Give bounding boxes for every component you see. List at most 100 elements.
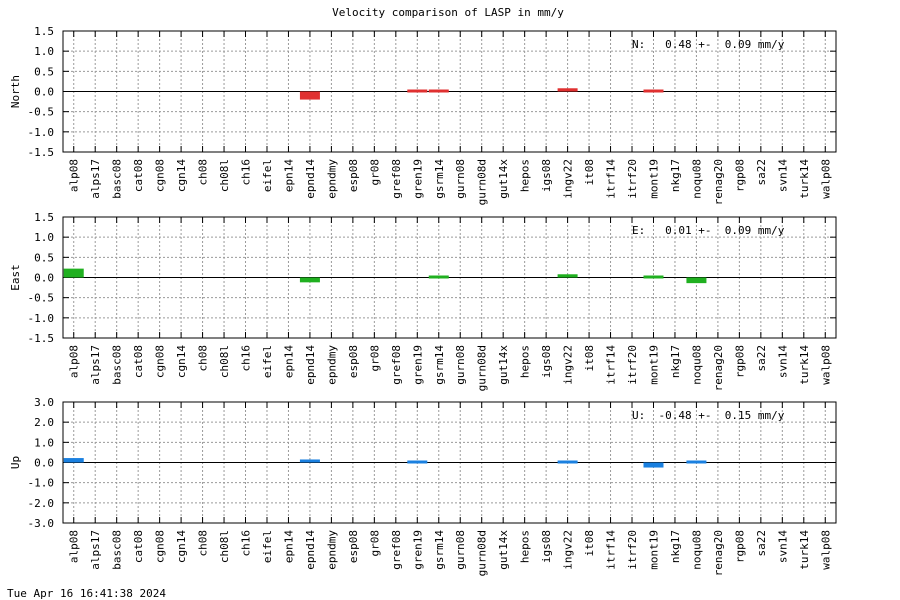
y-tick-label: 0.0 [34,272,54,285]
x-tick-label: alp08 [68,530,81,563]
x-tick-label: svn14 [776,345,789,378]
chart-title: Velocity comparison of LASP in mm/y [332,6,564,19]
x-tick-label: rgp08 [733,345,746,378]
summary-label: E: 0.01 +- 0.09 mm/y [632,224,785,237]
bar-up-gren19 [407,460,428,464]
x-tick-label: gref08 [390,530,403,570]
x-tick-label: basc08 [111,345,124,385]
bar-up-ingv22 [557,460,578,464]
bar-east-epnd14 [299,277,320,283]
x-tick-label: basc08 [111,159,124,199]
x-tick-label: itrf14 [605,345,618,385]
x-tick-label: epndmy [325,530,338,570]
x-tick-label: cgn08 [154,159,167,192]
x-tick-label: gr08 [368,530,381,557]
x-tick-label: mont19 [647,159,660,199]
x-tick-label: it08 [583,530,596,557]
x-tick-label: eifel [261,159,274,192]
x-tick-label: svn14 [776,530,789,563]
x-tick-label: cgn08 [154,530,167,563]
x-tick-label: renag20 [712,530,725,576]
x-tick-label: hepos [519,159,532,192]
x-tick-label: igs08 [540,159,553,192]
x-tick-label: nkg17 [669,345,682,378]
x-tick-label: esp08 [347,159,360,192]
y-axis-label: North [9,75,22,108]
x-tick-label: epn14 [282,345,295,378]
y-tick-label: 1.5 [34,211,54,224]
y-tick-label: -1.5 [28,332,55,345]
bar-north-epnd14 [299,91,320,100]
x-tick-label: rgp08 [733,159,746,192]
plot-frame [62,216,837,339]
x-tick-label: ch16 [240,530,253,557]
y-tick-label: 1.0 [34,231,54,244]
bar-north-mont19 [643,89,664,93]
x-tick-label: eifel [261,345,274,378]
x-tick-label: noqu08 [690,530,703,570]
x-tick-label: igs08 [540,345,553,378]
x-tick-label: ingv22 [562,345,575,385]
y-tick-label: 0.0 [34,86,54,99]
x-tick-label: itrf14 [605,159,618,199]
x-tick-label: cat08 [132,159,145,192]
x-tick-label: gren19 [411,159,424,199]
x-tick-label: alps17 [89,345,102,385]
x-tick-label: epnd14 [304,159,317,199]
panel-east: 1.5 1.0 0.5 0.0 -0.5 -1.0 -1.5 alp08 alps17 basc0… [9,211,837,391]
x-tick-label: gut14x [497,159,510,199]
y-tick-label: 0.5 [34,251,54,264]
x-tick-label: cat08 [132,345,145,378]
x-tick-label: svn14 [776,159,789,192]
chart-panels: 1.5 1.0 0.5 0.0 -0.5 -1.0 -1.5 alp08 alps17 basc0… [9,25,837,576]
bar-east-alp08 [63,268,84,278]
plot-frame [62,30,837,153]
footer-timestamp: Tue Apr 16 16:41:38 2024 [7,587,166,600]
plot-frame [62,401,837,524]
x-tick-label: gurn08d [476,159,489,205]
x-tick-label: gsrm14 [433,530,446,570]
x-tick-label: cgn08 [154,345,167,378]
x-tick-label: renag20 [712,159,725,205]
x-tick-label: alp08 [68,345,81,378]
x-tick-label: ingv22 [562,530,575,570]
bar-north-gsrm14 [428,89,449,93]
x-tick-label: turk14 [798,159,811,199]
y-tick-label: -2.0 [28,497,55,510]
y-tick-label: -1.0 [28,312,55,325]
y-tick-label: -0.5 [28,106,55,119]
y-tick-label: -0.5 [28,292,55,305]
x-tick-label: gref08 [390,345,403,385]
summary-label: U: -0.48 +- 0.15 mm/y [632,409,785,422]
x-tick-label: mont19 [647,530,660,570]
bar-east-gsrm14 [428,275,449,279]
x-tick-label: walp08 [819,345,832,385]
y-tick-label: 2.0 [34,416,54,429]
x-tick-label: epnd14 [304,345,317,385]
y-axis-label: East [9,264,22,291]
x-tick-label: ingv22 [562,159,575,199]
x-tick-label: gurn08 [454,159,467,199]
x-tick-label: itrf14 [605,530,618,570]
x-tick-label: it08 [583,159,596,186]
x-tick-label: ch16 [240,345,253,372]
x-tick-label: gurn08d [476,345,489,391]
x-tick-label: hepos [519,345,532,378]
x-tick-label: sa22 [755,345,768,372]
x-tick-label: epnd14 [304,530,317,570]
x-tick-label: epn14 [282,159,295,192]
x-tick-label: walp08 [819,159,832,199]
y-tick-label: 1.5 [34,25,54,38]
y-tick-label: 1.0 [34,436,54,449]
x-tick-label: noqu08 [690,345,703,385]
x-tick-label: gren19 [411,345,424,385]
x-tick-label: epn14 [282,530,295,563]
x-tick-label: ch08 [197,159,210,186]
bar-up-mont19 [643,462,664,468]
x-tick-label: rgp08 [733,530,746,563]
x-tick-label: igs08 [540,530,553,563]
x-tick-label: ch08l [218,530,231,563]
x-tick-label: gut14x [497,345,510,385]
x-tick-label: sa22 [755,530,768,557]
